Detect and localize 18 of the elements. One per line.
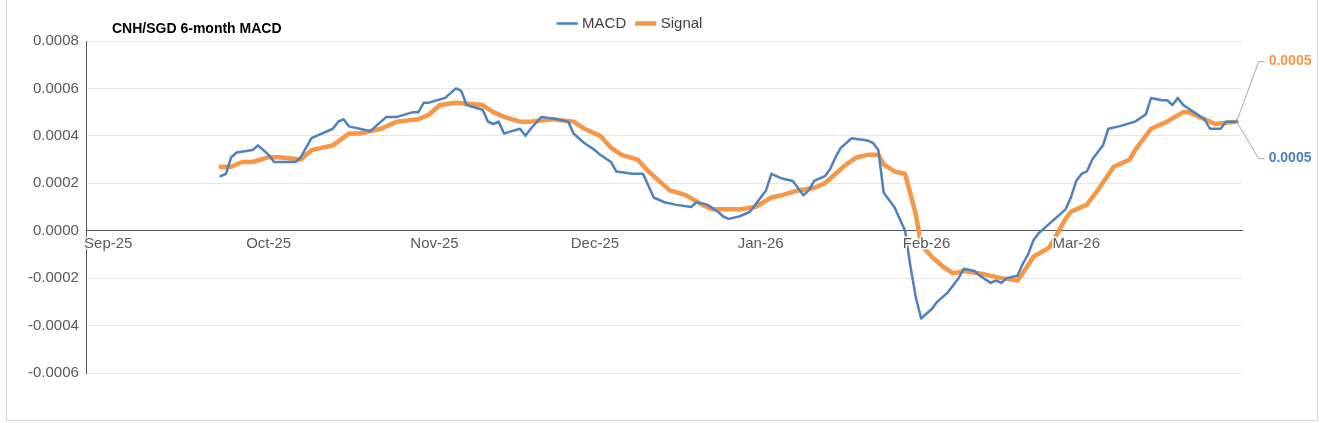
annotation: 0.0005 (1268, 149, 1312, 166)
x-tick-label: Nov-25 (410, 234, 459, 252)
y-tick-label: -0.0004 (28, 315, 79, 333)
x-tick-label: Oct-25 (246, 234, 292, 252)
annotation: 0.0005 (1268, 52, 1312, 69)
x-tick-label: Dec-25 (570, 234, 620, 252)
legend-label: MACD (582, 13, 627, 31)
y-tick-label: 0.0002 (32, 173, 79, 191)
chart-title: CNH/SGD 6-month MACD (112, 20, 282, 36)
y-tick-label: -0.0002 (28, 268, 79, 286)
x-tick-label: Jan-26 (737, 234, 784, 252)
y-tick-label: 0.0000 (32, 220, 79, 238)
y-tick-label: -0.0006 (28, 363, 79, 381)
legend-label: Signal (660, 13, 703, 31)
y-tick-label: 0.0006 (32, 78, 79, 96)
x-tick-label: Mar-26 (1052, 234, 1100, 252)
y-tick-label: 0.0008 (32, 31, 79, 49)
y-tick-label: 0.0004 (32, 126, 79, 143)
